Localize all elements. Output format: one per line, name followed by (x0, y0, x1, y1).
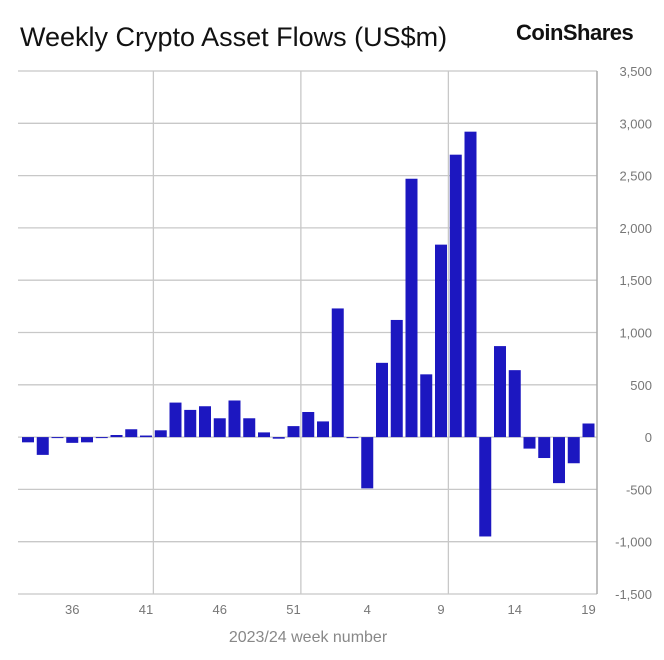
bar-week-34 (36, 437, 49, 455)
bar-week-42 (154, 430, 167, 438)
bar-week-15 (523, 437, 536, 449)
bar-week-6 (390, 319, 403, 438)
y-tick-label: 1,000 (619, 326, 652, 341)
bar-week-9 (435, 244, 447, 438)
bar-week-51 (287, 426, 300, 438)
bar-week-16 (538, 437, 551, 459)
y-tick-label: 2,500 (619, 169, 652, 184)
bar-week-8 (420, 374, 433, 438)
bar-week-17 (553, 437, 565, 484)
bar-week-2 (331, 308, 344, 438)
x-axis-label: 2023/24 week number (229, 629, 388, 646)
x-tick-label: 4 (364, 602, 371, 617)
y-tick-label: 0 (645, 430, 652, 445)
bar-week-46 (213, 418, 226, 438)
y-tick-label: 3,000 (619, 116, 652, 131)
bar-week-43 (169, 402, 182, 438)
bar-week-36 (66, 437, 79, 443)
bar-week-13 (494, 346, 506, 438)
bar-week-49 (258, 432, 270, 438)
y-tick-label: 1,500 (619, 273, 652, 288)
bar-week-14 (508, 370, 521, 438)
bar-week-10 (449, 154, 462, 438)
y-tick-label: -1,000 (615, 535, 652, 550)
bar-week-45 (199, 406, 211, 438)
x-tick-label: 36 (65, 602, 79, 617)
bar-week-3 (346, 437, 359, 439)
bar-week-4 (361, 437, 374, 489)
y-tick-label: 2,000 (619, 221, 652, 236)
bar-week-12 (479, 437, 492, 537)
bar-week-44 (184, 409, 197, 438)
bar-week-11 (464, 131, 477, 438)
bar-week-39 (110, 435, 123, 438)
y-tick-label: 500 (630, 378, 652, 393)
bar-week-35 (51, 437, 64, 439)
bar-week-50 (272, 437, 285, 439)
coinshares-logo: CoinShares (516, 20, 634, 45)
x-tick-label: 41 (139, 602, 153, 617)
bar-week-38 (95, 437, 108, 439)
bar-week-33 (22, 437, 34, 443)
x-tick-label: 14 (508, 602, 522, 617)
bar-week-19 (582, 423, 595, 438)
bar-week-48 (243, 418, 256, 438)
x-tick-label: 19 (581, 602, 595, 617)
x-tick-label: 9 (437, 602, 444, 617)
x-tick-label: 46 (213, 602, 227, 617)
y-tick-label: -500 (626, 482, 652, 497)
x-tick-label: 51 (286, 602, 300, 617)
bar-week-5 (376, 362, 388, 438)
bar-week-52 (302, 411, 315, 438)
bar-week-18 (567, 437, 580, 464)
bar-week-1 (317, 421, 329, 438)
bar-week-7 (405, 178, 418, 438)
bar-week-41 (140, 435, 152, 438)
bar-week-40 (125, 429, 138, 438)
bar-week-37 (81, 437, 93, 443)
y-tick-label: -1,500 (615, 587, 652, 602)
chart-title: Weekly Crypto Asset Flows (US$m) (20, 22, 448, 52)
bar-week-47 (228, 400, 241, 438)
y-tick-label: 3,500 (619, 64, 652, 79)
